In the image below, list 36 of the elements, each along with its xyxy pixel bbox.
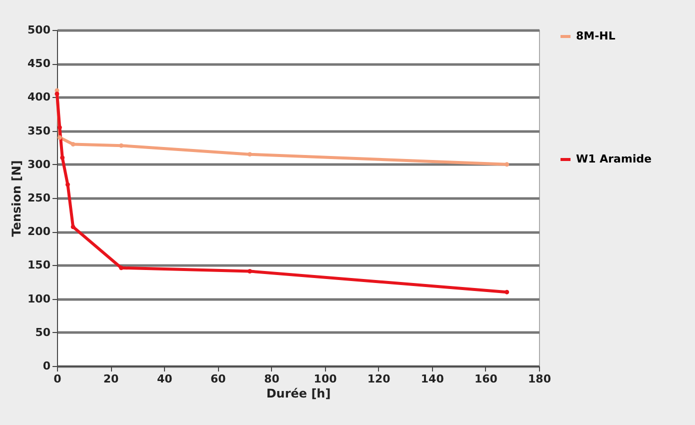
x-tick-label: 0 (54, 372, 62, 386)
x-tick-label: 180 (528, 372, 552, 386)
y-tick-label: 400 (28, 90, 51, 104)
y-tick-label: 450 (28, 57, 51, 70)
point (65, 182, 70, 187)
y-axis-title: Tension [N] (10, 160, 24, 237)
y-tick-label: 200 (28, 225, 51, 238)
point (57, 135, 62, 140)
x-axis-title: Durée [h] (266, 386, 331, 400)
y-tick-label: 350 (28, 124, 51, 138)
point (70, 142, 76, 146)
y-tick-label: 500 (28, 24, 51, 36)
point (54, 92, 60, 96)
y-tick-label: 300 (28, 158, 51, 171)
point (504, 290, 510, 294)
point (504, 162, 510, 167)
y-tick-label: 150 (28, 258, 51, 272)
y-tick-label: 50 (35, 326, 51, 339)
x-tick-label: 40 (156, 372, 173, 386)
x-tick-label: 140 (420, 372, 444, 386)
x-tick-label: 120 (367, 372, 391, 386)
legend-label: 8M-HL (576, 30, 616, 42)
point (248, 269, 252, 274)
point (70, 224, 76, 230)
point (60, 155, 65, 160)
x-tick-label: 160 (474, 372, 498, 386)
legend-label: W1 Aramide (576, 152, 652, 166)
y-tick-label: 0 (42, 360, 51, 372)
x-tick-label: 60 (210, 372, 226, 386)
x-tick-label: 100 (314, 372, 338, 386)
x-tick-label: 80 (264, 372, 280, 386)
point (57, 125, 62, 130)
y-tick-label: 100 (28, 292, 51, 306)
point (248, 152, 252, 157)
x-tick-label: 20 (103, 372, 120, 386)
y-tick-label: 250 (28, 192, 51, 204)
